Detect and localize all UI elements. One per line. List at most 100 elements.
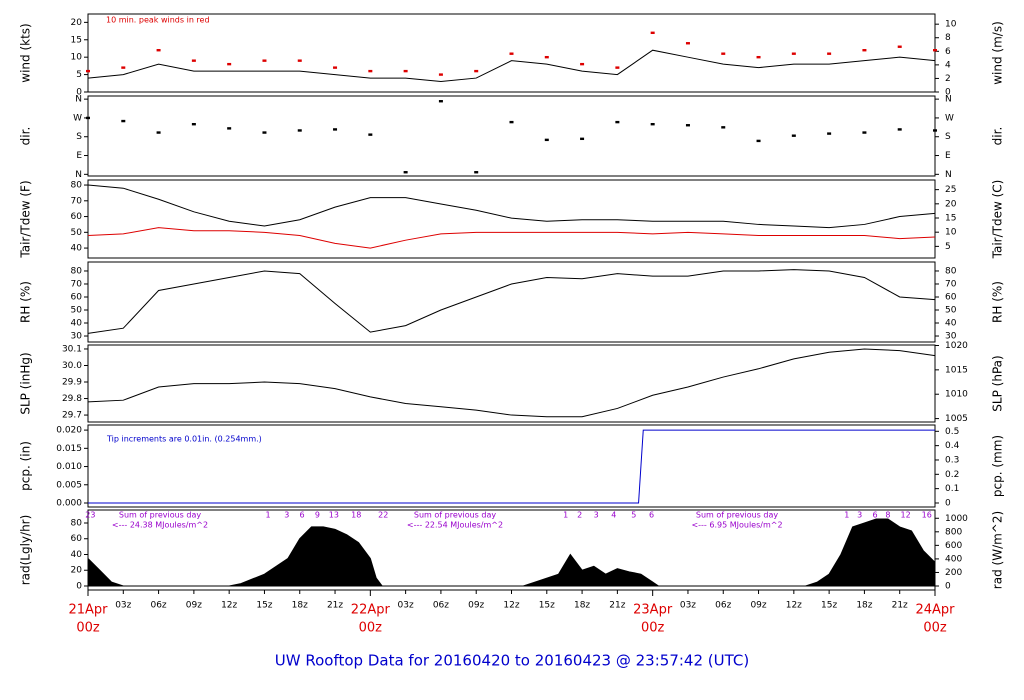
data-point (756, 139, 761, 143)
y-axis-label: wind (kts) (19, 23, 33, 82)
y2-tick-label: 4 (945, 60, 951, 70)
x-tick-label: 12z (503, 601, 519, 611)
x-tick-label: 15z (256, 601, 272, 611)
data-point (897, 45, 902, 48)
data-point (827, 132, 832, 135)
y2-tick-label: 2 (945, 74, 951, 84)
y2-axis-label: wind (m/s) (991, 21, 1005, 85)
y2-tick-label: 20 (945, 199, 957, 209)
day-sublabel: 00z (641, 621, 665, 636)
x-tick-label: 21z (609, 601, 625, 611)
annotation: 10 min. peak winds in red (106, 16, 210, 25)
y2-tick-label: 10 (945, 20, 957, 30)
y2-tick-label: 1005 (945, 414, 968, 424)
panel-frame (87, 344, 936, 423)
y-tick-label: 40 (71, 244, 83, 254)
data-point (897, 128, 902, 131)
hour-mark: 3 (857, 511, 862, 520)
hour-mark: 22 (378, 511, 388, 520)
day-sublabel: 00z (923, 621, 947, 636)
y-tick-label: 40 (71, 550, 83, 560)
line (87, 348, 936, 418)
data-point (862, 131, 867, 134)
y-tick-label: 0.005 (56, 480, 82, 490)
y2-tick-label: 5 (945, 242, 951, 252)
data-point (544, 55, 549, 59)
data-point (368, 69, 373, 73)
y2-tick-label: 8 (945, 33, 951, 43)
y-tick-label: 50 (71, 228, 83, 238)
line (87, 227, 936, 249)
data-point (650, 31, 655, 35)
data-point (191, 122, 196, 126)
line (88, 429, 935, 504)
annotation: Tip increments are 0.01in. (0.254mm.) (106, 435, 262, 444)
data-point (580, 137, 585, 141)
y2-tick-label: N (945, 170, 952, 180)
data-point (509, 52, 514, 55)
data-point (721, 52, 726, 55)
line (87, 49, 936, 83)
y-tick-label: 5 (76, 70, 82, 80)
y-tick-label: 70 (71, 196, 83, 206)
day-label: 21Apr (68, 603, 108, 618)
y-tick-label: 40 (71, 319, 83, 329)
sum-value: <--- 6.95 MJoules/m^2 (691, 521, 782, 530)
data-point (438, 73, 443, 76)
panel-frame (87, 261, 936, 343)
data-point (191, 59, 196, 62)
data-point (933, 49, 937, 52)
data-point (615, 66, 620, 69)
y2-tick-label: 0.5 (945, 427, 959, 437)
x-tick-label: 03z (115, 601, 131, 611)
y2-tick-label: 1015 (945, 365, 968, 375)
data-point (297, 129, 302, 132)
y2-tick-label: 0 (945, 498, 951, 508)
hour-mark: 2 (577, 511, 582, 520)
x-tick-label: 03z (680, 601, 696, 611)
data-point (156, 131, 161, 134)
data-point (580, 62, 585, 66)
y-tick-label: 20 (71, 566, 83, 576)
y-tick-label: 29.7 (62, 411, 82, 421)
data-point (933, 129, 937, 132)
x-tick-label: 06z (150, 601, 166, 611)
y-tick-label: 20 (71, 18, 83, 28)
hour-mark: 1 (563, 511, 568, 520)
y-tick-label: 10 (71, 53, 83, 63)
y-tick-label: 0.010 (56, 462, 82, 472)
y2-tick-label: 0 (945, 582, 951, 592)
x-tick-label: 12z (221, 601, 237, 611)
y-tick-label: W (73, 113, 82, 123)
y2-tick-label: 0.1 (945, 484, 959, 494)
data-point (685, 42, 690, 45)
y2-tick-label: 6 (945, 47, 951, 57)
x-tick-label: 18z (856, 601, 872, 611)
x-tick-label: 21z (892, 601, 908, 611)
day-sublabel: 00z (359, 621, 383, 636)
panel-frame (87, 509, 936, 591)
x-tick-label: 06z (715, 601, 731, 611)
x-tick-label: 21z (327, 601, 343, 611)
y-tick-label: 0.020 (56, 426, 82, 436)
y-axis-label: pcp. (in) (19, 441, 33, 491)
y2-tick-label: 0 (945, 88, 951, 98)
y2-tick-label: 0.4 (945, 441, 960, 451)
data-point (827, 52, 832, 55)
data-point (227, 62, 232, 66)
y2-tick-label: 600 (945, 541, 962, 551)
y-tick-label: 60 (71, 212, 83, 222)
y2-tick-label: W (945, 113, 954, 123)
data-point (685, 124, 690, 127)
y-tick-label: 15 (71, 35, 82, 45)
hour-mark: 6 (300, 511, 305, 520)
y-tick-label: 30 (71, 332, 83, 342)
data-point (297, 59, 302, 62)
y-tick-label: 60 (71, 292, 83, 302)
y2-tick-label: 400 (945, 554, 962, 564)
hour-mark: 8 (885, 511, 890, 520)
hour-mark: 12 (900, 511, 910, 520)
data-point (262, 59, 267, 62)
day-sublabel: 00z (76, 621, 100, 636)
